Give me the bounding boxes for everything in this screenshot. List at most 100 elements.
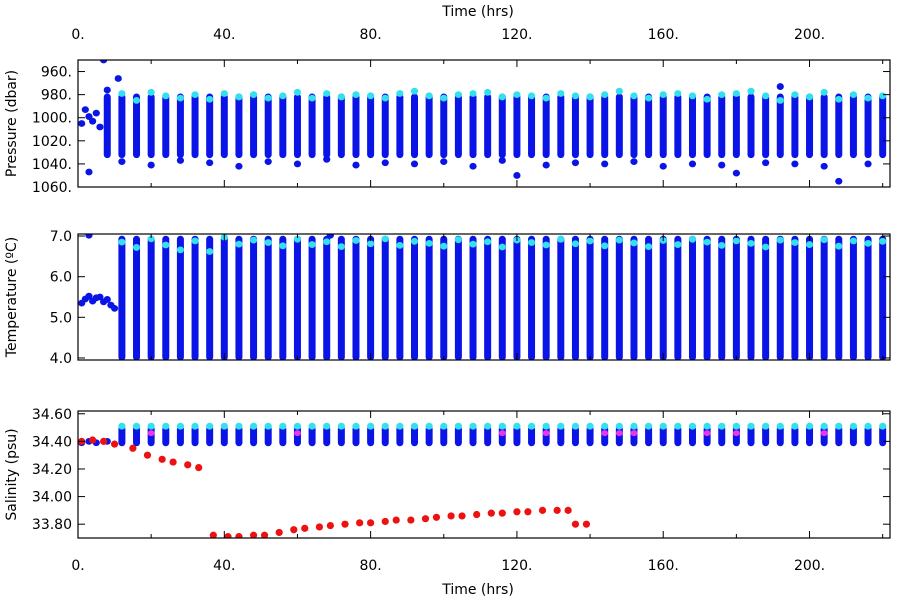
surface-point <box>220 90 228 97</box>
y-tick-label: 7.0 <box>50 229 72 245</box>
x-tick-label-bottom: 160. <box>648 558 679 574</box>
data-point <box>410 160 419 168</box>
surface-point <box>396 422 404 430</box>
data-point <box>469 162 477 170</box>
surface-point <box>820 422 828 430</box>
surface-point <box>396 241 404 249</box>
data-point <box>513 172 521 179</box>
x-tick-label-top: 200. <box>794 27 825 43</box>
y-axis-title: Pressure (dbar) <box>4 70 20 177</box>
surface-point <box>542 422 550 430</box>
surface-point <box>864 422 872 430</box>
data-point <box>176 157 185 164</box>
track-point <box>275 528 283 537</box>
track-point <box>498 509 506 517</box>
surface-point <box>805 241 814 248</box>
track-point <box>249 531 258 538</box>
surface-point <box>264 239 272 246</box>
track-point <box>447 512 455 520</box>
plot-frame <box>77 59 891 188</box>
surface-point <box>176 246 185 254</box>
surface-point <box>381 422 389 430</box>
surface-point <box>249 236 258 244</box>
surface-point <box>410 87 419 95</box>
track-point <box>89 436 97 444</box>
data-point <box>601 160 609 168</box>
data-point <box>103 86 111 94</box>
surface-point <box>220 422 228 430</box>
surface-point <box>630 422 638 430</box>
surface-point <box>118 422 126 430</box>
x-tick-label-bottom: 40. <box>213 558 235 574</box>
surface-point <box>747 422 755 430</box>
surface-point <box>132 244 141 251</box>
highlight-point <box>703 430 711 437</box>
track-point <box>169 458 177 466</box>
y-tick-label: 33.80 <box>32 517 72 533</box>
surface-point <box>820 88 828 96</box>
data-point <box>864 160 872 168</box>
surface-point <box>776 236 784 244</box>
highlight-point <box>630 430 638 437</box>
surface-point <box>235 240 243 248</box>
track-point <box>564 506 572 514</box>
surface-point <box>527 422 536 430</box>
surface-point <box>484 238 492 246</box>
highlight-point <box>147 430 155 437</box>
y-tick-label: 980. <box>41 88 72 104</box>
data-point <box>440 158 448 166</box>
surface-point <box>615 236 623 244</box>
track-point <box>458 512 466 520</box>
highlight-point <box>542 430 550 437</box>
data-point <box>114 75 122 82</box>
surface-point <box>732 237 740 245</box>
surface-point <box>352 422 360 430</box>
data-point <box>732 169 740 177</box>
surface-point <box>381 235 389 243</box>
surface-point <box>615 422 623 430</box>
track-point <box>184 461 192 469</box>
track-point <box>110 440 119 448</box>
surface-point <box>264 422 272 430</box>
surface-point <box>308 422 316 430</box>
surface-point <box>264 94 272 102</box>
surface-point <box>410 237 419 245</box>
surface-point <box>586 93 594 101</box>
data-point <box>89 117 97 125</box>
data-point <box>326 234 334 239</box>
surface-point <box>747 87 755 95</box>
surface-point <box>293 422 302 430</box>
track-point <box>224 533 232 538</box>
surface-point <box>849 237 858 245</box>
surface-point <box>527 92 536 100</box>
track-point <box>129 444 137 452</box>
plot-area <box>78 422 887 538</box>
surface-point <box>147 235 155 243</box>
x-tick-label-bottom: 120. <box>501 558 532 574</box>
surface-point <box>425 422 433 430</box>
data-point <box>92 109 100 117</box>
data-point <box>352 161 360 169</box>
highlight-point <box>615 430 623 437</box>
surface-point <box>498 422 506 430</box>
surface-point <box>235 422 243 430</box>
track-point <box>381 517 389 526</box>
surface-point <box>762 422 770 430</box>
surface-point <box>162 422 170 430</box>
surface-point <box>557 235 565 243</box>
surface-point <box>337 93 345 101</box>
data-point <box>85 168 93 176</box>
track-point <box>290 526 298 534</box>
track-point <box>421 515 430 523</box>
y-tick-label: 1020. <box>32 134 72 150</box>
data-point <box>498 157 506 164</box>
surface-point <box>879 237 887 245</box>
surface-point <box>835 95 843 103</box>
track-point <box>341 520 349 528</box>
surface-point <box>440 422 448 430</box>
surface-point <box>279 422 287 430</box>
surface-point <box>469 422 477 430</box>
surface-point <box>410 422 419 430</box>
surface-point <box>615 87 623 95</box>
y-tick-label: 960. <box>41 65 72 81</box>
